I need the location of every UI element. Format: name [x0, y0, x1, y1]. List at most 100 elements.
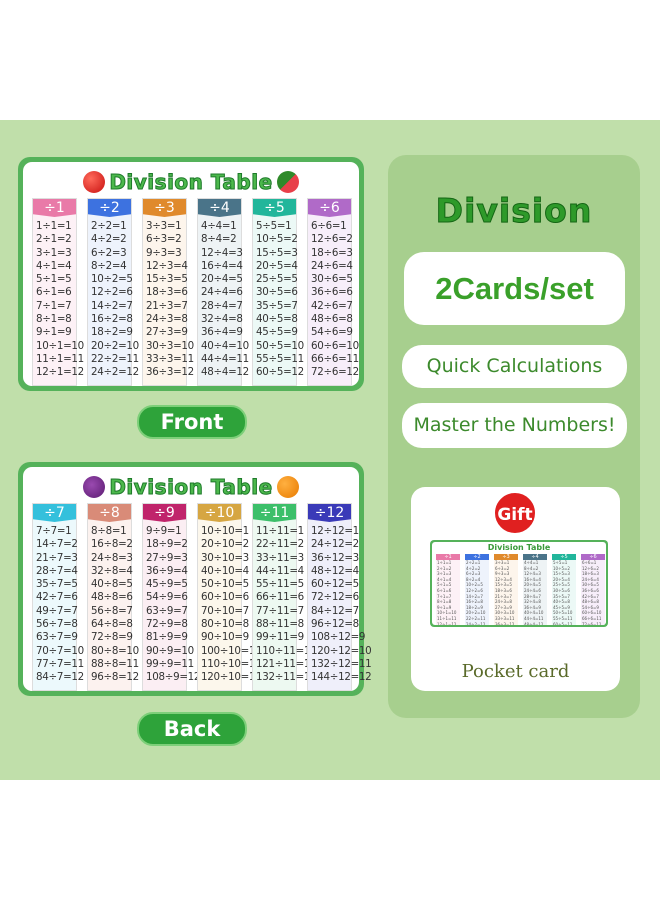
table-row: 72÷12=6 [311, 591, 359, 604]
table-row: 81÷9=9 [146, 631, 188, 644]
column-body: 10÷10=1 20÷10=2 30÷10=3 40÷10=4 50÷10=5 60÷10… [198, 522, 262, 685]
mini-row: 24÷2=12 [466, 621, 486, 625]
table-row: 21÷7=3 [36, 551, 78, 564]
gift-badge: Gift [493, 491, 537, 535]
table-row: 22÷2=11 [91, 352, 139, 365]
mini-row: 18÷2=9 [466, 604, 483, 610]
table-row: 8÷8=1 [91, 525, 127, 537]
table-row: 18÷9=2 [146, 538, 188, 551]
table-row: 12÷2=6 [91, 286, 133, 299]
table-row: 99÷9=11 [146, 657, 194, 670]
column-body: 9÷9=1 18÷9=2 27÷9=3 36÷9=4 45÷9=5 54÷9=6 63÷9=… [143, 522, 200, 685]
table-row: 50÷5=10 [256, 339, 304, 352]
table-row: 22÷11=2 [256, 538, 304, 551]
mini-row: 33÷3=11 [495, 615, 515, 621]
column-header: ÷4 [198, 199, 241, 217]
watermelon-icon [276, 171, 299, 193]
mini-row: 24÷4=6 [524, 587, 541, 593]
table-row: 45÷9=5 [146, 578, 188, 591]
table-row: 60÷5=12 [256, 366, 304, 379]
table-row: 2÷1=2 [36, 233, 72, 246]
table-row: 120÷10=12 [201, 671, 262, 684]
table-row: 2÷2=1 [91, 220, 127, 232]
column-header: ÷12 [308, 504, 351, 522]
column-body: 11÷11=1 22÷11=2 33÷11=3 44÷11=4 55÷11=5 66÷11… [253, 522, 317, 685]
mini-row: 18÷3=6 [495, 587, 512, 593]
mini-row: 48÷4=12 [524, 621, 544, 625]
mini-row: 12÷1=12 [437, 621, 457, 625]
table-row: 5÷1=5 [36, 273, 72, 286]
mini-row: 10÷5=2 [553, 565, 570, 571]
table-column: ÷4 4÷4=1 8÷4=2 12÷4=3 16÷4=4 20÷4=5 24÷4=6 28÷4… [197, 198, 249, 386]
table-row: 15÷3=5 [146, 273, 188, 286]
back-label: Back [137, 712, 247, 746]
table-row: 88÷11=8 [256, 618, 304, 631]
mini-row: 4÷2=2 [466, 565, 481, 571]
table-row: 110÷11=10 [256, 644, 317, 657]
table-row: 10÷10=1 [201, 525, 249, 537]
mini-row: 60÷5=12 [553, 621, 573, 625]
table-row: 40÷4=10 [201, 339, 249, 352]
mini-row: 24÷6=4 [582, 576, 599, 582]
panel-heading: Division [435, 191, 593, 231]
table-row: 40÷5=8 [256, 313, 298, 326]
table-row: 77÷7=11 [36, 657, 84, 670]
table-row: 77÷11=7 [256, 604, 304, 617]
table-row: 36÷4=9 [201, 326, 243, 339]
table-column: ÷8 8÷8=1 16÷8=2 24÷8=3 32÷8=4 40÷8=5 48÷8=6 56÷… [87, 503, 139, 691]
mini-row: 30÷3=10 [495, 610, 515, 616]
column-body: 2÷2=1 4÷2=2 6÷2=3 8÷2=4 10÷2=5 12÷2=6 14÷2=7 16… [88, 217, 139, 380]
card-title-text: Division Table [109, 170, 273, 195]
mini-row: 44÷4=11 [524, 615, 544, 621]
table-row: 100÷10=10 [201, 644, 262, 657]
table-row: 60÷12=5 [311, 578, 359, 591]
table-row: 7÷1=7 [36, 299, 72, 312]
table-row: 7÷7=1 [36, 525, 72, 537]
mini-row: 25÷5=5 [553, 582, 570, 588]
table-row: 56÷8=7 [91, 604, 133, 617]
table-row: 4÷2=2 [91, 233, 127, 246]
column-body: 1÷1=1 2÷1=2 3÷1=3 4÷1=4 5÷1=5 6÷1=6 7÷1=7 8÷1=8… [33, 217, 84, 380]
table-row: 50÷10=5 [201, 578, 249, 591]
table-row: 12÷3=4 [146, 259, 188, 272]
table-row: 36÷3=12 [146, 366, 194, 379]
table-row: 30÷5=6 [256, 286, 298, 299]
mini-row: 40÷5=8 [553, 599, 570, 605]
table-row: 44÷11=4 [256, 564, 304, 577]
mini-row: 6÷3=2 [495, 565, 510, 571]
mini-row: 6÷6=1 [582, 560, 597, 565]
info-panel: Division 2Cards/set Quick Calculations M… [388, 155, 640, 718]
column-body: 4÷4=1 8÷4=2 12÷4=3 16÷4=4 20÷4=5 24÷4=6 28÷4=7… [198, 217, 249, 380]
column-body: 8÷8=1 16÷8=2 24÷8=3 32÷8=4 40÷8=5 48÷8=6 56÷8=… [88, 522, 139, 685]
mini-row: 36÷3=12 [495, 621, 515, 625]
table-row: 24÷12=2 [311, 538, 359, 551]
table-row: 42÷6=7 [311, 299, 353, 312]
mini-row: 27÷3=9 [495, 604, 512, 610]
mini-row: 1÷1=1 [437, 560, 452, 565]
mini-row: 21÷3=7 [495, 593, 512, 599]
column-header: ÷11 [253, 504, 296, 522]
mini-card-title: Division Table [487, 543, 551, 552]
mini-row: 2÷2=1 [466, 560, 481, 565]
table-column: ÷11 11÷11=1 22÷11=2 33÷11=3 44÷11=4 55÷11=5 66… [252, 503, 317, 691]
pocket-card-box: Division Table ÷1 1÷1=1 2÷1=2 3÷1=3 4÷1=4 5÷1… [411, 487, 620, 691]
table-row: 16÷2=8 [91, 313, 133, 326]
table-row: 20÷4=5 [201, 273, 243, 286]
table-row: 20÷5=4 [256, 259, 298, 272]
column-header: ÷8 [88, 504, 131, 522]
table-row: 55÷11=5 [256, 578, 304, 591]
mini-row: 66÷6=11 [582, 615, 602, 621]
table-row: 63÷7=9 [36, 631, 78, 644]
table-row: 20÷10=2 [201, 538, 249, 551]
feature-quick-calculations: Quick Calculations [402, 345, 627, 388]
mini-column-header: ÷4 [523, 554, 547, 560]
mini-column-header: ÷6 [581, 554, 605, 560]
table-row: 20÷2=10 [91, 339, 139, 352]
mini-row: 20÷2=10 [466, 610, 486, 616]
mini-row: 42÷6=7 [582, 593, 599, 599]
table-row: 11÷11=1 [256, 525, 304, 537]
table-row: 90÷10=9 [201, 631, 249, 644]
table-row: 121÷11=11 [256, 657, 317, 670]
table-row: 21÷3=7 [146, 299, 188, 312]
table-row: 30÷6=5 [311, 273, 353, 286]
